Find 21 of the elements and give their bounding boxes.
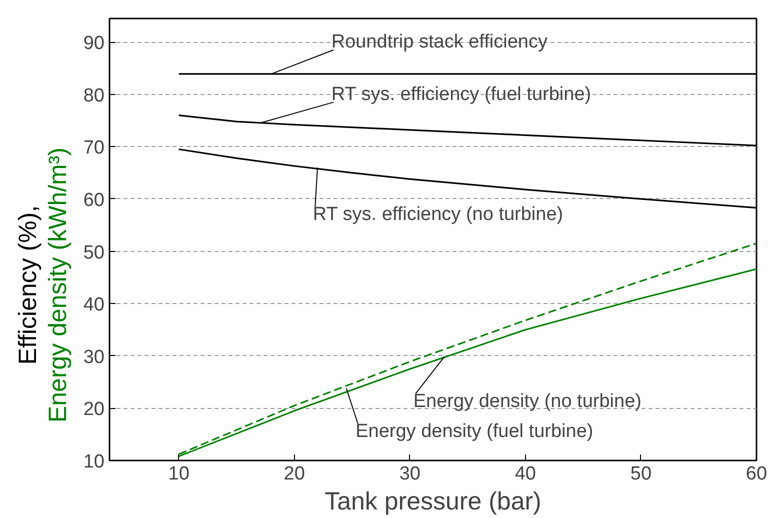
x-tick-label: 20	[284, 464, 305, 484]
x-axis-title: Tank pressure (bar)	[324, 488, 542, 516]
annotation: Energy density (no turbine)	[413, 390, 642, 412]
y-tick-label: 20	[83, 399, 105, 420]
x-tick-label: 50	[630, 464, 652, 484]
x-tick-label: 30	[399, 464, 420, 484]
y-axis-title: Efficiency (%), Energy density (kWh/m³)	[14, 147, 72, 423]
y-tick-label: 70	[83, 138, 105, 159]
x-tick-label: 40	[514, 464, 536, 484]
annotation: Energy density (fuel turbine)	[356, 421, 594, 442]
y-tick-label: 60	[83, 190, 105, 211]
y-tick-label: 80	[83, 85, 105, 106]
y-tick-label: 90	[83, 33, 105, 54]
annotation: RT sys. efficiency (fuel turbine)	[331, 84, 592, 105]
y-tick-label: 40	[83, 294, 105, 316]
x-tick-label: 10	[168, 464, 190, 484]
y-tick-label: 30	[83, 346, 105, 368]
x-tick-label: 60	[746, 464, 768, 484]
annotation: RT sys. efficiency (no turbine)	[312, 204, 564, 226]
annotation: Roundtrip stack efficiency	[331, 32, 548, 53]
y-tick-label: 50	[83, 242, 105, 264]
